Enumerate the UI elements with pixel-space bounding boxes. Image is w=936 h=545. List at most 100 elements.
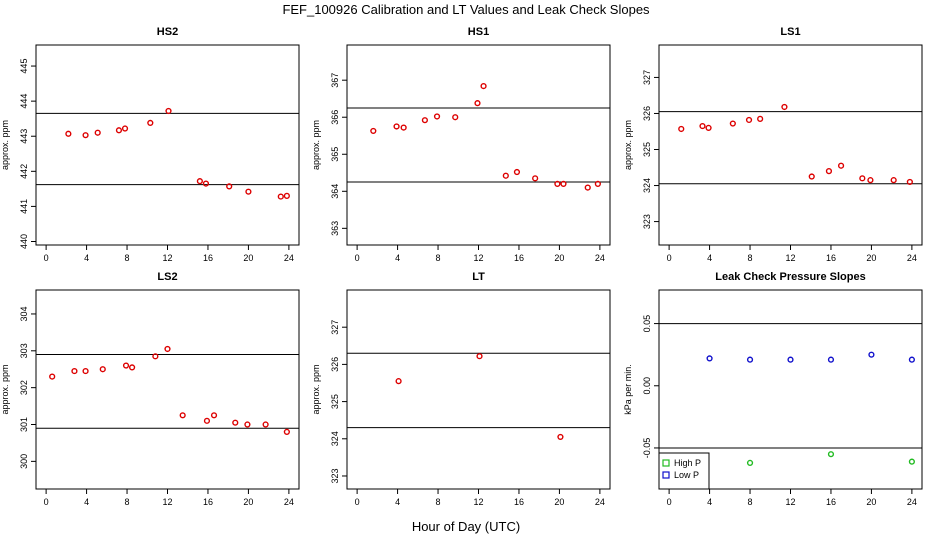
- plot-frame: [346, 44, 611, 246]
- data-point: [400, 124, 407, 131]
- x-tick-label: 24: [284, 253, 294, 263]
- data-point: [94, 129, 101, 136]
- y-axis-label: approx. ppm: [311, 120, 321, 170]
- data-point: [906, 178, 913, 186]
- data-point: [781, 103, 788, 111]
- y-tick-label: 327: [330, 320, 340, 335]
- data-point: [203, 417, 211, 424]
- x-tick-label: 8: [436, 497, 441, 507]
- legend-swatch: [662, 471, 670, 479]
- x-tick-label: 4: [84, 253, 89, 263]
- data-point: [554, 180, 561, 187]
- y-tick-label: 326: [330, 357, 340, 372]
- data-point: [115, 127, 123, 134]
- data-point: [245, 188, 252, 195]
- data-point: [859, 175, 866, 182]
- x-tick-label: 4: [707, 253, 712, 263]
- panel-lt: LT approx. ppm 0 4 8 12 16 20 24 323 324 325 326 327: [311, 271, 611, 507]
- panel-hs1: HS1 approx. ppm 0 4 8 12 16 20 24 363 364 365 366 367: [311, 26, 611, 263]
- data-point: [121, 125, 129, 132]
- y-axis-label: approx. ppm: [0, 120, 10, 170]
- data-point: [699, 122, 706, 130]
- data-point: [82, 367, 89, 375]
- y-tick-label: 303: [19, 343, 29, 358]
- plot-frame: [35, 289, 300, 490]
- x-tick-label: 24: [907, 497, 917, 507]
- data-point: [502, 172, 509, 179]
- data-point: [908, 356, 915, 363]
- figure-xlabel: Hour of Day (UTC): [412, 519, 520, 534]
- panel-ls1: LS1 approx. ppm 0 4 8 12 16 20 24 323 324 325 326 327: [623, 26, 923, 263]
- y-tick-label: 325: [642, 142, 652, 157]
- y-axis-label: approx. ppm: [311, 364, 321, 414]
- x-tick-label: 8: [125, 497, 130, 507]
- x-tick-label: 20: [866, 253, 876, 263]
- x-tick-label: 12: [473, 253, 483, 263]
- x-tick-label: 0: [355, 497, 360, 507]
- panel-title: LS1: [780, 26, 800, 38]
- data-point: [433, 113, 441, 120]
- plot-frame: [658, 44, 923, 246]
- x-tick-label: 8: [436, 253, 441, 263]
- y-axis-label: approx. ppm: [0, 364, 10, 414]
- y-tick-label: 441: [19, 199, 29, 214]
- data-point: [283, 192, 290, 199]
- data-point: [277, 193, 284, 200]
- x-tick-label: 0: [667, 253, 672, 263]
- y-tick-label: 324: [330, 431, 340, 446]
- data-point: [787, 356, 794, 363]
- data-point: [49, 373, 56, 380]
- panel-ls2: LS2 approx. ppm 0 4 8 12 16 20 24 300 301 302 303 304: [0, 271, 300, 507]
- data-point: [128, 364, 136, 371]
- data-point: [584, 184, 591, 191]
- panel-title: Leak Check Pressure Slopes: [715, 271, 865, 283]
- x-tick-label: 20: [243, 253, 253, 263]
- data-point: [557, 433, 564, 441]
- panel-title: HS1: [468, 26, 489, 38]
- y-tick-label: 443: [19, 129, 29, 144]
- data-point: [480, 83, 487, 90]
- data-point: [825, 168, 833, 175]
- data-point: [705, 124, 712, 131]
- x-tick-label: 16: [203, 253, 213, 263]
- x-tick-label: 16: [514, 497, 524, 507]
- x-tick-label: 20: [554, 497, 564, 507]
- data-point: [393, 123, 400, 130]
- data-point: [560, 180, 567, 187]
- y-tick-label: 302: [19, 380, 29, 395]
- y-tick-label: 365: [330, 147, 340, 162]
- y-axis-label: kPa per min.: [623, 364, 633, 415]
- data-point: [678, 125, 685, 133]
- y-tick-label: 301: [19, 417, 29, 432]
- legend-label: High P: [674, 458, 701, 468]
- x-tick-label: 16: [826, 253, 836, 263]
- y-tick-label: 363: [330, 221, 340, 236]
- x-tick-label: 0: [44, 253, 49, 263]
- y-tick-label: 323: [330, 468, 340, 483]
- data-point: [452, 114, 459, 121]
- x-tick-label: 24: [907, 253, 917, 263]
- data-point: [179, 412, 186, 419]
- data-point: [82, 132, 89, 139]
- data-point: [164, 345, 171, 353]
- y-tick-label: -0.05: [642, 438, 652, 459]
- x-tick-label: 12: [162, 253, 172, 263]
- data-point: [122, 362, 130, 369]
- data-point: [283, 428, 290, 435]
- y-tick-label: 324: [642, 178, 652, 193]
- legend-label: Low P: [674, 470, 699, 480]
- y-tick-label: 325: [330, 394, 340, 409]
- data-point: [868, 351, 875, 358]
- panel-leak: Leak Check Pressure Slopes kPa per min. 0 4…: [623, 271, 923, 507]
- data-point: [370, 127, 377, 135]
- y-tick-label: 327: [642, 70, 652, 85]
- x-tick-label: 0: [44, 497, 49, 507]
- x-tick-label: 24: [595, 253, 605, 263]
- data-point: [71, 367, 78, 375]
- data-point: [706, 355, 713, 362]
- x-tick-label: 24: [595, 497, 605, 507]
- data-point: [244, 421, 251, 428]
